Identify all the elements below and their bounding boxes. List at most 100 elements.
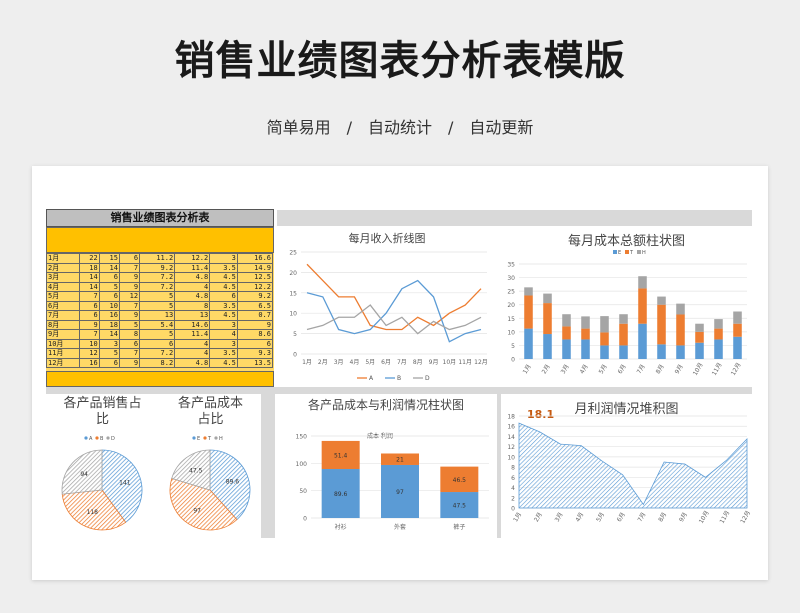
value-cell[interactable]: 9 [118, 281, 141, 292]
value-cell[interactable]: 13 [174, 310, 211, 321]
value-cell[interactable]: 7 [118, 300, 141, 311]
value-cell[interactable]: 6 [78, 310, 100, 321]
value-cell[interactable]: 9.3 [236, 348, 274, 359]
value-cell[interactable]: 9 [78, 319, 100, 330]
month-cell[interactable]: 12月 [46, 357, 80, 368]
month-cell[interactable]: 8月 [46, 319, 80, 330]
value-cell[interactable]: 16 [78, 357, 100, 368]
value-cell[interactable]: 15 [98, 253, 120, 264]
value-cell[interactable]: 8.2 [139, 357, 176, 368]
value-cell[interactable]: 4.5 [209, 357, 238, 368]
value-cell[interactable]: 6 [98, 291, 120, 302]
value-cell[interactable]: 12.2 [236, 281, 274, 292]
value-cell[interactable]: 6 [209, 291, 238, 302]
value-cell[interactable]: 9.2 [236, 291, 274, 302]
value-cell[interactable]: 6 [118, 338, 141, 349]
value-cell[interactable]: 18 [78, 262, 100, 273]
value-cell[interactable]: 14.9 [236, 262, 274, 273]
value-cell[interactable]: 14 [98, 329, 120, 340]
bar-E [619, 345, 628, 359]
bar-T [543, 303, 552, 335]
value-cell[interactable]: 13.5 [236, 357, 274, 368]
value-cell[interactable]: 18 [98, 319, 120, 330]
value-cell[interactable]: 6.5 [236, 300, 274, 311]
value-cell[interactable]: 9 [118, 310, 141, 321]
value-cell[interactable]: 5 [98, 281, 120, 292]
value-cell[interactable]: 7 [118, 262, 141, 273]
month-cell[interactable]: 11月 [46, 348, 80, 359]
value-cell[interactable]: 7.2 [139, 272, 176, 283]
value-cell[interactable]: 14.6 [174, 319, 211, 330]
month-cell[interactable]: 9月 [46, 329, 80, 340]
value-cell[interactable]: 4.5 [209, 281, 238, 292]
value-cell[interactable]: 5 [98, 348, 120, 359]
value-cell[interactable]: 11.4 [174, 262, 211, 273]
value-cell[interactable]: 8.6 [236, 329, 274, 340]
value-cell[interactable]: 12.2 [174, 253, 211, 264]
profit-area [518, 422, 748, 509]
month-cell[interactable]: 4月 [46, 281, 80, 292]
value-cell[interactable]: 9.2 [139, 262, 176, 273]
value-cell[interactable]: 4 [174, 338, 211, 349]
value-cell[interactable]: 9 [118, 357, 141, 368]
value-cell[interactable]: 3 [209, 338, 238, 349]
value-cell[interactable]: 7.2 [139, 348, 176, 359]
value-cell[interactable]: 11.4 [174, 329, 211, 340]
value-cell[interactable]: 4.8 [174, 357, 211, 368]
value-cell[interactable]: 14 [78, 281, 100, 292]
value-cell[interactable]: 0.7 [236, 310, 274, 321]
value-cell[interactable]: 4.8 [174, 272, 211, 283]
value-cell[interactable]: 7 [78, 291, 100, 302]
value-cell[interactable]: 22 [78, 253, 100, 264]
value-cell[interactable]: 3.5 [209, 262, 238, 273]
month-cell[interactable]: 7月 [46, 310, 80, 321]
value-cell[interactable]: 6 [139, 338, 176, 349]
value-cell[interactable]: 6 [98, 272, 120, 283]
month-cell[interactable]: 6月 [46, 300, 80, 311]
value-cell[interactable]: 6 [78, 300, 100, 311]
value-cell[interactable]: 4 [209, 329, 238, 340]
value-cell[interactable]: 14 [98, 262, 120, 273]
value-cell[interactable]: 3 [209, 253, 238, 264]
value-cell[interactable]: 3 [98, 338, 120, 349]
value-cell[interactable]: 3 [209, 319, 238, 330]
value-cell[interactable]: 7.2 [139, 281, 176, 292]
value-cell[interactable]: 10 [78, 338, 100, 349]
value-cell[interactable]: 3.5 [209, 348, 238, 359]
value-cell[interactable]: 12 [118, 291, 141, 302]
value-cell[interactable]: 7 [78, 329, 100, 340]
month-cell[interactable]: 5月 [46, 291, 80, 302]
month-cell[interactable]: 10月 [46, 338, 80, 349]
value-cell[interactable]: 4.5 [209, 272, 238, 283]
value-cell[interactable]: 5 [118, 319, 141, 330]
month-cell[interactable]: 2月 [46, 262, 80, 273]
value-cell[interactable]: 6 [236, 338, 274, 349]
value-cell[interactable]: 9 [236, 319, 274, 330]
month-cell[interactable]: 1月 [46, 253, 80, 264]
value-cell[interactable]: 6 [118, 253, 141, 264]
value-cell[interactable]: 7 [118, 348, 141, 359]
value-cell[interactable]: 4.5 [209, 310, 238, 321]
value-cell[interactable]: 4.8 [174, 291, 211, 302]
value-cell[interactable]: 16 [98, 310, 120, 321]
value-cell[interactable]: 8 [174, 300, 211, 311]
value-cell[interactable]: 8 [118, 329, 141, 340]
value-cell[interactable]: 4 [174, 348, 211, 359]
value-cell[interactable]: 6 [98, 357, 120, 368]
value-cell[interactable]: 5 [139, 291, 176, 302]
value-cell[interactable]: 11.2 [139, 253, 176, 264]
value-cell[interactable]: 5 [139, 300, 176, 311]
value-cell[interactable]: 5 [139, 329, 176, 340]
value-cell[interactable]: 14 [78, 272, 100, 283]
x-tick-label: 12月 [739, 510, 752, 525]
value-cell[interactable]: 12 [78, 348, 100, 359]
value-cell[interactable]: 10 [98, 300, 120, 311]
value-cell[interactable]: 13 [139, 310, 176, 321]
value-cell[interactable]: 9 [118, 272, 141, 283]
value-cell[interactable]: 12.5 [236, 272, 274, 283]
value-cell[interactable]: 4 [174, 281, 211, 292]
value-cell[interactable]: 3.5 [209, 300, 238, 311]
value-cell[interactable]: 5.4 [139, 319, 176, 330]
month-cell[interactable]: 3月 [46, 272, 80, 283]
value-cell[interactable]: 16.6 [236, 253, 274, 264]
